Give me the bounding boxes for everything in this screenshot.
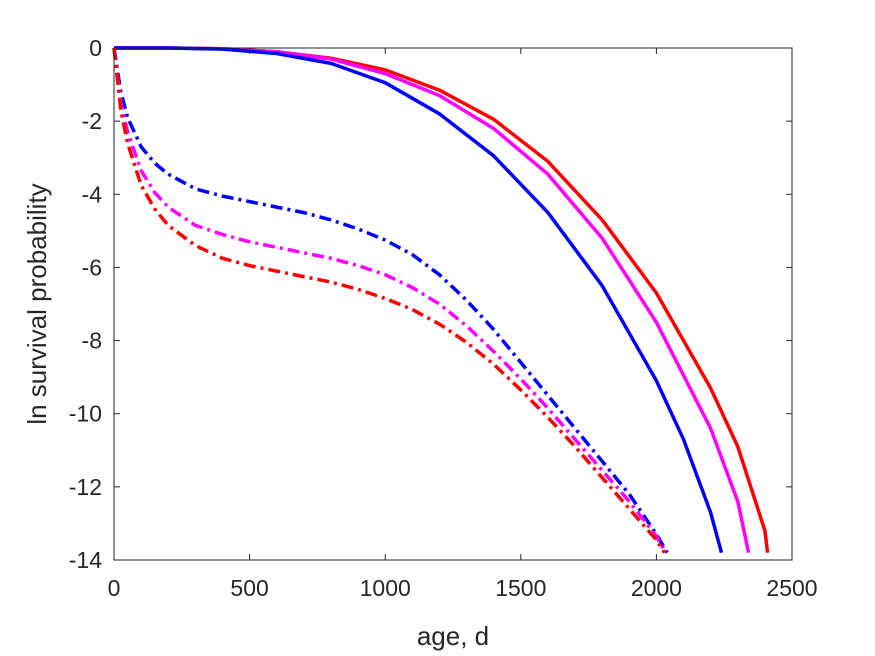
y-tick-label: -10 xyxy=(69,401,102,427)
x-tick-label: 1000 xyxy=(360,575,411,601)
tick-layer: 0 500 1000 1500 2000 2500 0 -2 -4 -6 -8 -10 -12 -14 xyxy=(69,35,818,601)
x-axis-label: age, d xyxy=(417,621,489,651)
x-tick-label: 1500 xyxy=(495,575,546,601)
x-tick-label: 2000 xyxy=(631,575,682,601)
x-tick-label: 500 xyxy=(230,575,268,601)
y-tick-label: -6 xyxy=(82,254,102,280)
y-tick-label: -12 xyxy=(69,474,102,500)
y-tick-label: -14 xyxy=(69,547,102,573)
series-line-5 xyxy=(112,47,668,554)
y-tick-label: -4 xyxy=(82,181,103,207)
y-axis-label: ln survival probability xyxy=(22,183,52,424)
series-layer xyxy=(112,46,770,554)
x-tick-label: 0 xyxy=(108,575,121,601)
y-tick-label: -2 xyxy=(82,108,102,134)
series-line-6 xyxy=(112,47,666,554)
x-tick-label: 2500 xyxy=(766,575,817,601)
plot-background xyxy=(114,48,792,560)
y-tick-label: 0 xyxy=(89,35,102,61)
series-line-3 xyxy=(114,46,724,554)
plot-frame xyxy=(113,47,793,561)
y-tick-label: -8 xyxy=(82,328,102,354)
